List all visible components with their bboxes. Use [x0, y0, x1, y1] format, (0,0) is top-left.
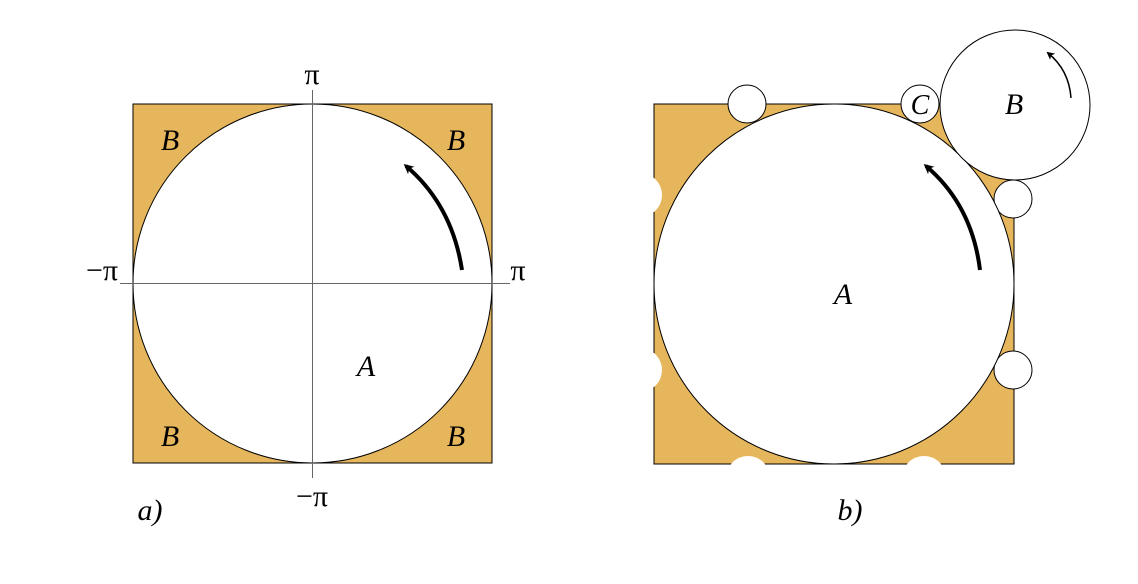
- big-circle-a: [653, 103, 1015, 465]
- rotation-arrow-outer: [1046, 51, 1072, 99]
- outer-circle-label: B: [1005, 88, 1023, 121]
- corner-label-tl: B: [161, 124, 179, 157]
- caption-b: b): [838, 494, 863, 527]
- circle-label-a: A: [355, 350, 376, 383]
- small-disk-top-left: [727, 84, 767, 124]
- edge-disk: [726, 456, 770, 500]
- panel-b: A B C b): [618, 29, 1091, 527]
- small-disk-right-lower: [993, 350, 1033, 390]
- edge-disk: [1018, 298, 1062, 342]
- outer-circle-b: [939, 29, 1091, 181]
- edge-disks: [618, 173, 1062, 500]
- axis-label-right: π: [510, 254, 525, 287]
- small-circle-label: C: [911, 90, 930, 121]
- rotation-arrow-big: [923, 164, 982, 271]
- corner-label-br: B: [447, 420, 465, 453]
- edge-disk: [618, 348, 662, 392]
- edge-disk: [618, 173, 662, 217]
- corner-label-bl: B: [161, 420, 179, 453]
- big-circle-label: A: [832, 278, 853, 311]
- small-disk-right-upper: [993, 179, 1033, 219]
- caption-a: a): [138, 494, 163, 527]
- axis-label-bottom: −π: [296, 480, 328, 513]
- circle-c: [900, 84, 940, 124]
- axis-label-top: π: [304, 58, 319, 91]
- rotation-arrow: [403, 164, 464, 271]
- axis-label-left: −π: [86, 254, 118, 287]
- edge-disk: [902, 456, 946, 500]
- panel-a: π −π −π π B B B B A a): [86, 58, 526, 527]
- corner-label-tr: B: [447, 124, 465, 157]
